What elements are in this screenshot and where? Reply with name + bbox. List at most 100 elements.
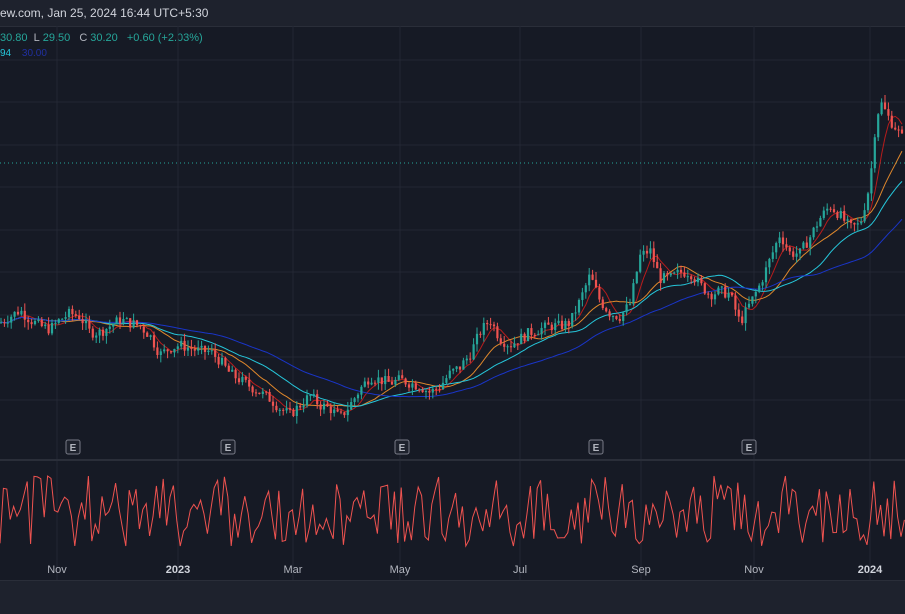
candle-body [489,324,492,326]
candle-body [258,392,261,394]
candle-body [458,366,462,370]
candle-body [540,327,543,335]
candle-body [88,320,91,329]
candle-body [683,272,686,277]
candle-body [159,351,162,356]
change-value: +0.60 (+2.03%) [126,32,203,44]
candle-body [241,376,244,383]
candle-body [146,332,149,337]
candle-body [173,348,176,353]
candle-body [679,269,683,273]
candle-body [836,212,839,218]
candle-body [67,308,71,318]
ma-line-long [0,218,903,398]
candle-body [880,102,883,115]
candle-body [584,285,587,293]
candle-body [737,309,740,317]
candle-body [125,318,128,320]
candle-body [788,247,791,252]
candle-body [57,319,60,323]
candle-body [71,308,74,315]
candle-body [401,375,404,379]
candle-body [438,388,441,390]
candle-body [625,304,628,313]
candle-body [322,403,326,410]
candle-body [486,323,489,325]
candle-body [775,243,778,253]
candle-body [778,237,781,244]
candle-body [707,293,710,295]
candle-body [856,223,859,225]
candle-body [785,244,788,248]
candle-body [50,323,54,334]
candle-body [6,322,9,324]
candle-body [666,273,669,276]
earnings-box [220,439,236,455]
bottom-toolbar [0,580,905,614]
candle-body [129,318,132,328]
candle-body [101,329,105,336]
candle-body [271,401,275,406]
candle-body [10,316,13,323]
earnings-marker: E [394,439,410,455]
candle-body [27,319,30,323]
earnings-label: E [593,443,600,454]
candle-body [16,311,20,315]
candle-body [207,350,210,352]
candle-body [445,378,448,383]
candle-body [244,376,247,380]
candle-body [839,211,842,218]
candle-body [890,115,893,128]
candle-body [452,368,455,371]
candle-body [139,325,142,327]
candle-body [288,408,292,410]
candle-body [472,344,475,360]
x-tick-label: 2023 [166,564,190,576]
candle-body [152,335,156,348]
candle-body [853,222,856,225]
candle-body [380,377,383,385]
candle-body [843,211,846,221]
candle-body [639,254,642,272]
candle-body [819,217,822,227]
candle-body [81,319,84,324]
candle-body [421,389,424,393]
candle-body [693,279,696,283]
candle-body [469,358,472,360]
x-tick-label: 2024 [858,564,883,576]
candle-body [815,226,819,228]
candle-body [475,333,479,345]
candle-body [356,394,360,399]
candle-body [360,386,363,395]
earnings-marker: E [220,439,236,455]
candle-body [411,383,414,388]
candle-body [499,338,502,344]
candle-body [516,343,519,345]
earnings-label: E [70,443,77,454]
candle-body [390,381,394,385]
candle-body [227,365,230,372]
candle-body [567,320,570,326]
candle-body [618,318,621,321]
candle-body [193,349,196,351]
candle-body [377,377,380,383]
candle-body [547,322,550,325]
candle-body [84,320,88,324]
earnings-label: E [225,443,232,454]
candle-body [210,350,213,352]
candle-body [588,274,591,286]
candle-body [431,388,434,393]
ma-value-1: 94 [0,48,12,59]
candle-body [581,292,584,300]
candle-body [166,349,169,352]
candle-body [560,320,564,329]
candle-body [61,318,64,320]
candle-body [261,391,264,394]
candle-body [537,334,540,336]
candle-body [333,409,336,414]
candle-body [591,274,594,280]
candle-body [608,311,611,317]
candle-body [700,277,703,284]
candle-body [894,127,897,130]
